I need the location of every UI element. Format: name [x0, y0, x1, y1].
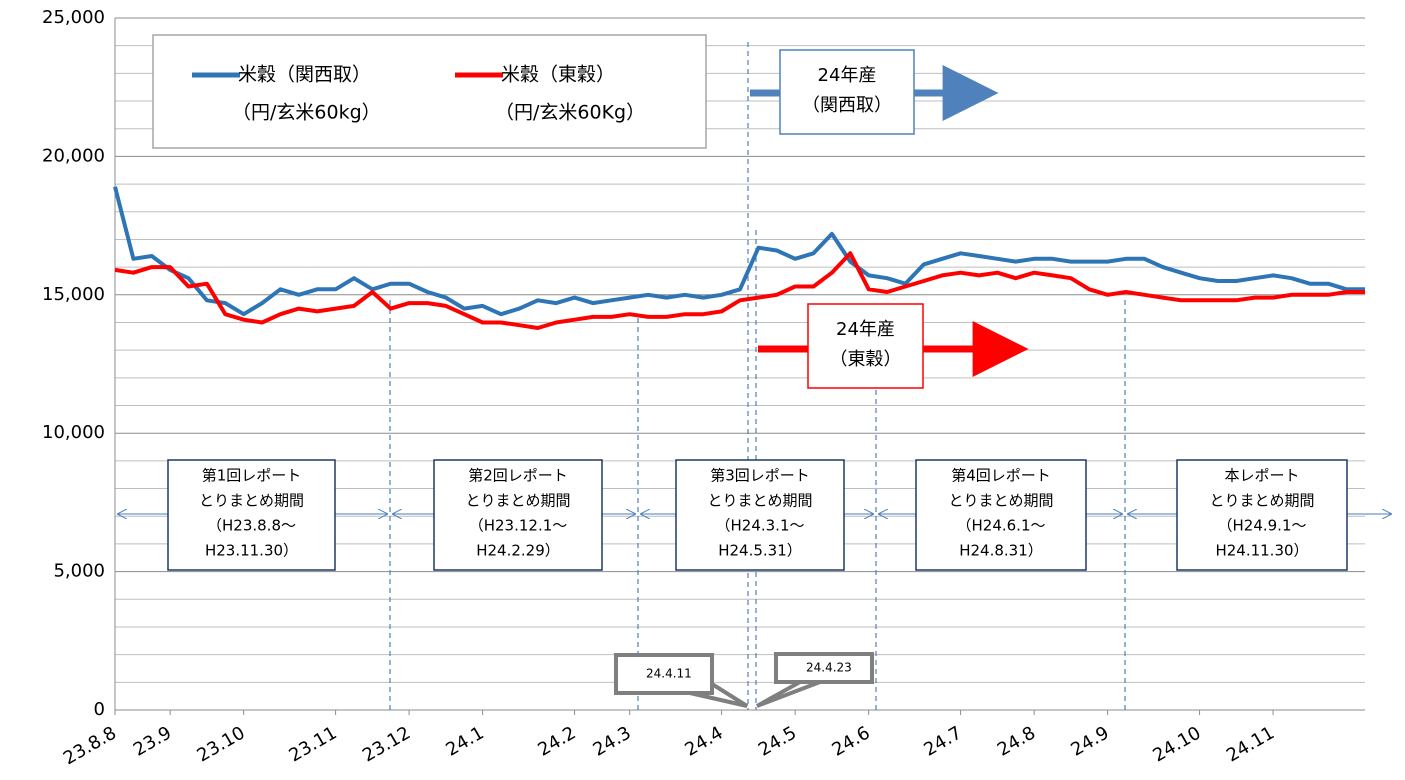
period-label: H24.2.29） [476, 542, 560, 560]
legend-label: 米穀（東穀） [501, 64, 615, 86]
period-box [1176, 459, 1348, 571]
period-box [915, 459, 1087, 571]
period-label: H24.8.31） [959, 542, 1043, 560]
x-tick-label: 24.8 [994, 722, 1039, 760]
y-tick-label: 20,000 [42, 145, 105, 166]
crop-box [779, 49, 915, 135]
y-tick-label: 0 [94, 699, 105, 720]
x-tick-label: 24.3 [589, 722, 634, 760]
y-tick-label: 10,000 [42, 422, 105, 443]
period-label: H24.11.30） [1215, 542, 1308, 560]
crop-label: 24年産 [818, 65, 877, 86]
period-box [433, 459, 603, 571]
callout-label: 24.4.11 [646, 667, 692, 681]
legend-unit: （円/玄米60Kg） [495, 102, 645, 124]
x-tick-label: 24.1 [442, 722, 487, 760]
x-tick-label: 23.11 [285, 722, 340, 766]
crop-label: （東穀） [830, 349, 902, 370]
period-box [675, 459, 845, 571]
period-label: とりまとめ期間 [199, 492, 304, 510]
period-label: 本レポート [1224, 467, 1299, 485]
period-label: 第1回レポート [202, 467, 302, 485]
x-tick-label: 23.9 [130, 722, 175, 760]
callout-box [774, 652, 874, 684]
period-label: H23.11.30） [205, 542, 298, 560]
period-label: とりまとめ期間 [1209, 492, 1314, 510]
x-tick-label: 24.5 [755, 722, 800, 760]
callout-box [614, 653, 714, 695]
x-tick-label: 24.4 [681, 722, 726, 760]
period-label: H24.5.31） [718, 542, 802, 560]
x-tick-label: 24.6 [828, 722, 873, 760]
y-tick-label: 5,000 [53, 561, 105, 582]
legend-label: 米穀（関西取） [238, 64, 371, 86]
period-label: （H24.6.1～ [957, 517, 1046, 535]
period-label: （H23.8.8～ [207, 517, 296, 535]
period-label: 第4回レポート [951, 467, 1051, 485]
x-tick-label: 23.8.8 [60, 722, 120, 769]
callout-tail [756, 680, 821, 708]
period-label: とりまとめ期間 [465, 492, 570, 510]
period-label: 第2回レポート [468, 467, 568, 485]
period-box [167, 459, 336, 571]
legend-box [152, 34, 707, 149]
period-label: （H24.3.1～ [716, 517, 805, 535]
x-tick-label: 23.10 [194, 722, 249, 766]
x-tick-label: 24.9 [1067, 722, 1112, 760]
period-label: とりまとめ期間 [948, 492, 1053, 510]
legend-unit: （円/玄米60kg） [232, 102, 381, 124]
series-line [114, 251, 1365, 330]
x-tick-label: 24.10 [1149, 722, 1204, 766]
x-tick-label: 23.12 [359, 722, 414, 766]
period-label: （H24.9.1～ [1218, 517, 1307, 535]
series-line [113, 186, 1365, 317]
period-label: 第3回レポート [710, 467, 810, 485]
x-tick-label: 24.2 [534, 722, 579, 760]
x-tick-label: 24.11 [1223, 722, 1278, 766]
crop-label: （関西取） [802, 95, 892, 116]
x-tick-label: 24.7 [920, 722, 965, 760]
y-tick-label: 15,000 [42, 284, 105, 305]
crop-box [807, 303, 924, 389]
period-label: とりまとめ期間 [707, 492, 812, 510]
crop-label: 24年産 [836, 319, 895, 340]
period-label: （H23.12.1～ [469, 517, 568, 535]
callout-label: 24.4.23 [806, 661, 852, 675]
y-tick-label: 25,000 [42, 7, 105, 28]
